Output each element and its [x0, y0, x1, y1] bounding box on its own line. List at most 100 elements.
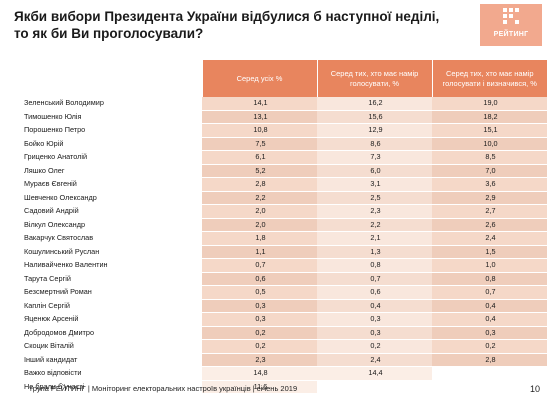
value-decided: 0,3	[432, 326, 547, 340]
value-all: 2,2	[202, 191, 317, 205]
candidate-name: Гриценко Анатолій	[22, 150, 202, 165]
value-all: 5,2	[202, 164, 317, 178]
candidate-name: Кошулинський Руслан	[22, 245, 202, 259]
candidate-name: Яценюк Арсеній	[22, 312, 202, 327]
candidate-name: Тарута Сергій	[22, 272, 202, 286]
value-intend: 2,2	[317, 218, 432, 232]
candidate-name: Тимошенко Юлія	[22, 110, 202, 124]
value-intend: 7,3	[317, 150, 432, 165]
value-intend: 0,3	[317, 326, 432, 340]
table-row: Важко відповісти 14,8 14,4	[22, 366, 547, 381]
value-decided: 0,4	[432, 312, 547, 327]
value-decided	[432, 380, 547, 394]
value-all: 2,3	[202, 353, 317, 367]
results-table: Серед усіх % Серед тих, хто має намір го…	[22, 60, 547, 394]
candidate-name: Вакарчук Святослав	[22, 231, 202, 246]
candidate-name: Бойко Юрій	[22, 137, 202, 151]
table-row: Ляшко Олег 5,2 6,0 7,0	[22, 164, 547, 178]
value-intend: 0,7	[317, 272, 432, 286]
table-row: Тарута Сергій 0,6 0,7 0,8	[22, 272, 547, 286]
column-header-decided: Серед тих, хто має намір голосувати і ви…	[431, 60, 547, 97]
value-all: 0,5	[202, 285, 317, 300]
value-decided: 0,7	[432, 285, 547, 300]
value-all: 1,8	[202, 231, 317, 246]
table-header-row: Серед усіх % Серед тих, хто має намір го…	[22, 60, 547, 97]
table-row: Гриценко Анатолій 6,1 7,3 8,5	[22, 150, 547, 165]
value-decided: 2,7	[432, 204, 547, 219]
value-all: 11,6	[202, 380, 317, 394]
value-all: 0,3	[202, 312, 317, 327]
value-intend: 2,3	[317, 204, 432, 219]
value-intend: 0,6	[317, 285, 432, 300]
value-intend: 2,4	[317, 353, 432, 367]
table-row: Вілкул Олександр 2,0 2,2 2,6	[22, 218, 547, 232]
candidate-name: Садовий Андрій	[22, 204, 202, 219]
value-all: 7,5	[202, 137, 317, 151]
value-decided: 1,0	[432, 258, 547, 273]
value-all: 0,2	[202, 339, 317, 354]
value-intend: 12,9	[317, 123, 432, 138]
value-all: 13,1	[202, 110, 317, 124]
table-row: Вакарчук Святослав 1,8 2,1 2,4	[22, 231, 547, 246]
candidate-name: Добродомов Дмитро	[22, 326, 202, 340]
column-header-all: Серед усіх %	[201, 60, 317, 97]
value-intend: 15,6	[317, 110, 432, 124]
value-all: 0,3	[202, 299, 317, 313]
value-intend: 16,2	[317, 97, 432, 111]
value-intend	[317, 380, 432, 394]
table-row: Зеленський Володимир 14,1 16,2 19,0	[22, 97, 547, 111]
rating-logo-icon	[503, 8, 519, 24]
value-decided	[432, 366, 547, 381]
value-all: 14,1	[202, 97, 317, 111]
candidate-name: Важко відповісти	[22, 366, 202, 381]
value-decided: 2,6	[432, 218, 547, 232]
column-header-intend: Серед тих, хто має намір голосувати, %	[316, 60, 432, 97]
footer-text: група РЕЙТИНГ | Моніторинг електоральних…	[30, 384, 298, 393]
rating-logo: РЕЙТИНГ	[480, 4, 542, 46]
candidate-name: Наливайченко Валентин	[22, 258, 202, 273]
candidate-name: Інший кандидат	[22, 353, 202, 367]
candidate-name: Скоцик Віталій	[22, 339, 202, 354]
table-row: Безсмертний Роман 0,5 0,6 0,7	[22, 285, 547, 300]
value-decided: 8,5	[432, 150, 547, 165]
value-decided: 3,6	[432, 177, 547, 192]
table-row: Не брали б участі 11,6	[22, 380, 547, 394]
candidate-name: Вілкул Олександр	[22, 218, 202, 232]
logo-text: РЕЙТИНГ	[493, 31, 529, 38]
value-intend: 2,1	[317, 231, 432, 246]
value-all: 0,6	[202, 272, 317, 286]
value-all: 10,8	[202, 123, 317, 138]
table-row: Мураєв Євгеній 2,8 3,1 3,6	[22, 177, 547, 192]
candidate-name: Зеленський Володимир	[22, 97, 202, 111]
value-intend: 0,2	[317, 339, 432, 354]
value-decided: 18,2	[432, 110, 547, 124]
value-all: 0,2	[202, 326, 317, 340]
value-decided: 15,1	[432, 123, 547, 138]
slide-title: Якби вибори Президента України відбулися…	[14, 9, 440, 41]
value-intend: 0,3	[317, 312, 432, 327]
value-decided: 2,9	[432, 191, 547, 205]
value-decided: 0,2	[432, 339, 547, 354]
value-all: 2,0	[202, 204, 317, 219]
value-all: 6,1	[202, 150, 317, 165]
candidate-name: Шевченко Олександр	[22, 191, 202, 205]
value-decided: 1,5	[432, 245, 547, 259]
value-intend: 8,6	[317, 137, 432, 151]
candidate-name: Каплін Сергій	[22, 299, 202, 313]
candidate-name: Порошенко Петро	[22, 123, 202, 138]
candidate-name: Безсмертний Роман	[22, 285, 202, 300]
value-decided: 0,4	[432, 299, 547, 313]
table-row: Інший кандидат 2,3 2,4 2,8	[22, 353, 547, 367]
value-intend: 3,1	[317, 177, 432, 192]
value-all: 1,1	[202, 245, 317, 259]
value-all: 14,8	[202, 366, 317, 381]
table-body: Зеленський Володимир 14,1 16,2 19,0 Тимошенк…	[22, 97, 547, 394]
table-row: Тимошенко Юлія 13,1 15,6 18,2	[22, 110, 547, 124]
page-number: 10	[530, 384, 541, 394]
value-decided: 2,8	[432, 353, 547, 367]
table-row: Кошулинський Руслан 1,1 1,3 1,5	[22, 245, 547, 259]
candidate-name: Ляшко Олег	[22, 164, 202, 178]
table-row: Каплін Сергій 0,3 0,4 0,4	[22, 299, 547, 313]
table-row: Добродомов Дмитро 0,2 0,3 0,3	[22, 326, 547, 340]
value-intend: 0,4	[317, 299, 432, 313]
